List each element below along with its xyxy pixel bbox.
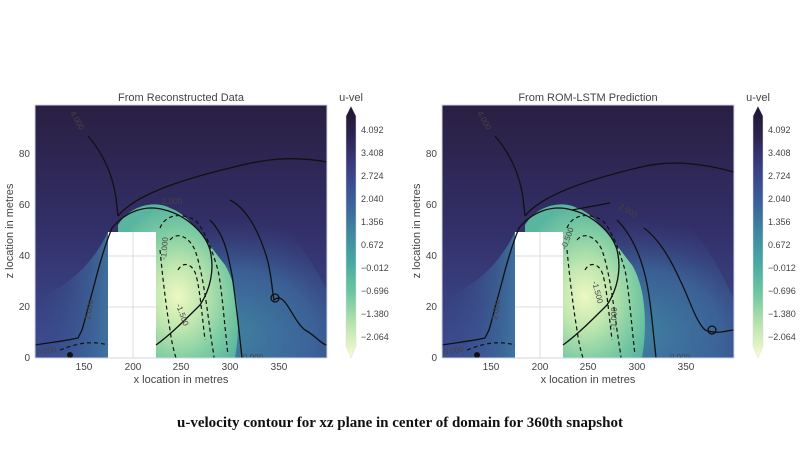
contour-label-2000-side: 2.000 — [83, 299, 95, 321]
svg-text:250: 250 — [580, 362, 597, 373]
svg-text:3.408: 3.408 — [768, 148, 791, 158]
svg-text:20: 20 — [426, 302, 438, 313]
svg-text:−0.012: −0.012 — [361, 263, 389, 273]
svg-text:40: 40 — [19, 251, 31, 262]
svg-text:60: 60 — [19, 200, 31, 211]
svg-text:150: 150 — [76, 362, 93, 373]
svg-text:200: 200 — [125, 362, 142, 373]
svg-text:−2.064: −2.064 — [361, 332, 389, 342]
left-colorbar-label: u-vel — [339, 92, 363, 104]
svg-text:300: 300 — [629, 362, 646, 373]
left-field: 4.000 2.000 2.000 0.000 0.000 -1.000 -1.… — [35, 105, 327, 362]
left-y-axis-label: z location in metres — [4, 183, 16, 278]
contour-label-m1000: -1.000 — [159, 236, 170, 260]
svg-text:1.356: 1.356 — [361, 217, 384, 227]
left-colorbar: u-vel 4.092 3.408 2.724 2.040 1.356 0.67… — [339, 92, 389, 359]
contour-label-0000-left: 0.000 — [36, 345, 58, 357]
right-colorbar-label: u-vel — [746, 92, 770, 104]
right-colorbar: u-vel 4.092 3.408 2.724 2.040 1.356 0.67… — [746, 92, 796, 359]
svg-text:60: 60 — [426, 200, 438, 211]
svg-text:0.672: 0.672 — [361, 240, 384, 250]
svg-text:2.040: 2.040 — [768, 194, 791, 204]
svg-text:1.356: 1.356 — [768, 217, 791, 227]
right-field: 4.000 2.000 2.000 0.000 0.000 -0.500 -1.… — [442, 105, 734, 362]
svg-text:0: 0 — [24, 353, 30, 364]
left-y-ticks: 0 20 40 60 80 — [19, 149, 31, 364]
left-contours — [35, 135, 327, 358]
right-plot: From ROM-LSTM Prediction — [411, 92, 796, 386]
svg-text:2.724: 2.724 — [361, 171, 384, 181]
svg-text:350: 350 — [271, 362, 288, 373]
figure-caption: u-velocity contour for xz plane in cente… — [177, 415, 623, 431]
contour-label-2000-side: 2.000 — [490, 299, 502, 321]
left-x-ticks: 150 200 250 300 350 — [76, 362, 288, 373]
svg-text:−2.064: −2.064 — [768, 332, 796, 342]
svg-text:2.040: 2.040 — [361, 194, 384, 204]
svg-text:0.672: 0.672 — [768, 240, 791, 250]
svg-text:250: 250 — [173, 362, 190, 373]
contour-label-2000-top: 2.000 — [162, 197, 183, 206]
right-contours — [442, 135, 734, 358]
svg-text:−0.696: −0.696 — [768, 286, 796, 296]
svg-text:40: 40 — [426, 251, 438, 262]
right-x-axis-label: x location in metres — [541, 374, 636, 386]
left-plot-title: From Reconstructed Data — [118, 92, 245, 104]
svg-text:4.092: 4.092 — [361, 125, 384, 135]
contour-label-0000-right: 0.000 — [670, 353, 691, 362]
right-y-ticks: 0 20 40 60 80 — [426, 149, 438, 364]
left-x-axis-label: x location in metres — [134, 374, 229, 386]
contour-label-0000-right: 0.000 — [243, 353, 264, 362]
obstacle-building — [515, 232, 563, 358]
contour-label-m1000: -1.000 — [609, 307, 619, 331]
svg-text:−1.380: −1.380 — [361, 309, 389, 319]
svg-text:150: 150 — [483, 362, 500, 373]
left-dashed-contours — [59, 214, 229, 358]
left-plot: From Reconstructed Data — [4, 92, 389, 386]
svg-text:−1.380: −1.380 — [768, 309, 796, 319]
svg-text:0: 0 — [431, 353, 437, 364]
svg-text:80: 80 — [426, 149, 438, 160]
svg-text:350: 350 — [678, 362, 695, 373]
svg-text:−0.696: −0.696 — [361, 286, 389, 296]
right-colorbar-ticks: 4.092 3.408 2.724 2.040 1.356 0.672 −0.0… — [768, 125, 796, 342]
svg-text:200: 200 — [532, 362, 549, 373]
contour-label-0000-left: 0.000 — [443, 345, 465, 357]
svg-text:4.092: 4.092 — [768, 125, 791, 135]
svg-text:3.408: 3.408 — [361, 148, 384, 158]
svg-text:20: 20 — [19, 302, 31, 313]
obstacle-building — [108, 232, 156, 358]
right-plot-title: From ROM-LSTM Prediction — [518, 92, 657, 104]
left-colorbar-ticks: 4.092 3.408 2.724 2.040 1.356 0.672 −0.0… — [361, 125, 389, 342]
right-dashed-contours — [466, 214, 636, 358]
svg-text:300: 300 — [222, 362, 239, 373]
svg-text:−0.012: −0.012 — [768, 263, 796, 273]
svg-text:2.724: 2.724 — [768, 171, 791, 181]
right-y-axis-label: z location in metres — [411, 183, 423, 278]
svg-text:80: 80 — [19, 149, 31, 160]
right-x-ticks: 150 200 250 300 350 — [483, 362, 695, 373]
